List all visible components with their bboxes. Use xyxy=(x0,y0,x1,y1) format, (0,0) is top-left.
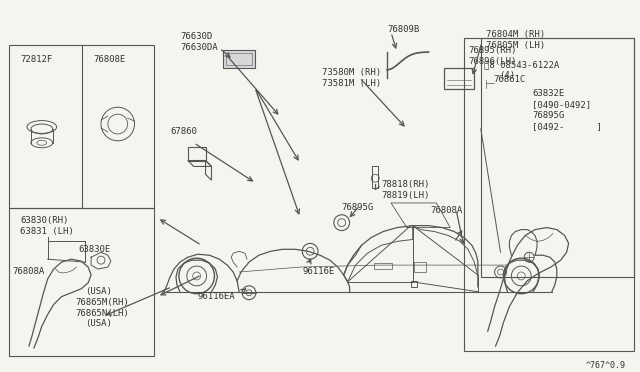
Text: ^767^0.9: ^767^0.9 xyxy=(586,361,626,370)
Text: 76896(LH): 76896(LH) xyxy=(468,57,516,66)
Text: 76805M (LH): 76805M (LH) xyxy=(486,41,545,50)
Text: 76865N(LH): 76865N(LH) xyxy=(76,308,129,317)
Text: Ⓞ8 08543-6122A: Ⓞ8 08543-6122A xyxy=(484,60,559,69)
Bar xyxy=(9,208,154,356)
Text: [0492-      ]: [0492- ] xyxy=(532,122,602,131)
Bar xyxy=(372,166,378,188)
Text: 76804M (RH): 76804M (RH) xyxy=(486,30,545,39)
Text: 76808E: 76808E xyxy=(93,55,125,64)
Text: 67860: 67860 xyxy=(170,127,197,136)
Bar xyxy=(411,281,417,287)
Text: 73580M (RH): 73580M (RH) xyxy=(322,68,381,77)
Bar xyxy=(374,263,392,269)
Bar xyxy=(9,45,154,208)
Text: 63832E: 63832E xyxy=(532,90,564,99)
Text: (USA): (USA) xyxy=(85,319,112,328)
Bar xyxy=(223,50,255,68)
Text: 76630DA: 76630DA xyxy=(180,43,218,52)
Text: 76895(RH): 76895(RH) xyxy=(468,46,516,55)
Text: [0490-0492]: [0490-0492] xyxy=(532,100,591,109)
Text: 96116E: 96116E xyxy=(302,267,335,276)
Text: 78818(RH): 78818(RH) xyxy=(381,180,429,189)
Text: 72812F: 72812F xyxy=(20,55,52,64)
Text: 73581M (LH): 73581M (LH) xyxy=(322,78,381,88)
Text: 76865M(RH): 76865M(RH) xyxy=(76,298,129,307)
Text: 63830E: 63830E xyxy=(78,246,111,254)
Text: 96116EA: 96116EA xyxy=(198,292,236,301)
Text: (USA): (USA) xyxy=(85,287,112,296)
Text: 63830(RH): 63830(RH) xyxy=(20,216,68,225)
Text: 63831 (LH): 63831 (LH) xyxy=(20,227,74,235)
Bar xyxy=(444,68,474,90)
Bar xyxy=(481,38,634,277)
Text: (4): (4) xyxy=(500,71,516,80)
Bar xyxy=(413,262,426,272)
Bar xyxy=(464,38,634,351)
Text: 76808A: 76808A xyxy=(431,206,463,215)
Text: 76861C: 76861C xyxy=(493,75,526,84)
Bar xyxy=(188,147,205,160)
Text: 76630D: 76630D xyxy=(180,32,212,41)
Text: 76809B: 76809B xyxy=(387,25,419,34)
Text: 76808A: 76808A xyxy=(12,267,44,276)
Text: 76895G: 76895G xyxy=(532,111,564,120)
Bar xyxy=(227,53,252,65)
Text: 78819(LH): 78819(LH) xyxy=(381,191,429,200)
Text: 76895G: 76895G xyxy=(342,203,374,212)
